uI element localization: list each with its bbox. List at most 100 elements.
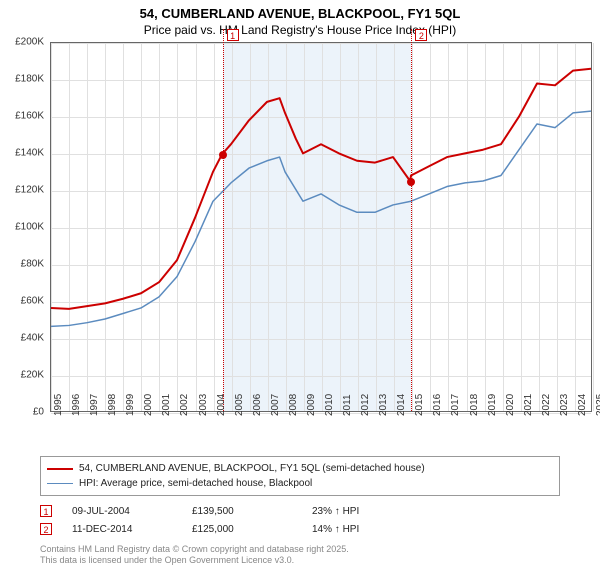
title-block: 54, CUMBERLAND AVENUE, BLACKPOOL, FY1 5Q… — [0, 0, 600, 39]
x-tick-label: 2017 — [450, 394, 461, 416]
y-tick-label: £60K — [21, 296, 44, 307]
gridline-v — [539, 43, 540, 411]
x-tick-label: 1999 — [125, 394, 136, 416]
gridline-h — [51, 117, 591, 118]
gridline-h — [51, 43, 591, 44]
gridline-v — [467, 43, 468, 411]
event-marker-dot — [407, 178, 415, 186]
chart-container: 54, CUMBERLAND AVENUE, BLACKPOOL, FY1 5Q… — [0, 0, 600, 560]
gridline-v — [503, 43, 504, 411]
gridline-v — [340, 43, 341, 411]
x-tick-label: 2025 — [595, 394, 600, 416]
y-tick-label: £120K — [15, 185, 44, 196]
x-tick-label: 2022 — [541, 394, 552, 416]
legend-label: 54, CUMBERLAND AVENUE, BLACKPOOL, FY1 5Q… — [79, 463, 425, 474]
event-row-badge: 1 — [40, 505, 52, 517]
y-tick-label: £140K — [15, 148, 44, 159]
y-tick-label: £80K — [21, 259, 44, 270]
x-tick-label: 2007 — [270, 394, 281, 416]
y-tick-label: £40K — [21, 333, 44, 344]
x-tick-label: 2014 — [396, 394, 407, 416]
x-tick-label: 2002 — [179, 394, 190, 416]
event-badge: 2 — [415, 29, 427, 41]
gridline-v — [448, 43, 449, 411]
legend-label: HPI: Average price, semi-detached house,… — [79, 478, 312, 489]
gridline-h — [51, 302, 591, 303]
event-date: 09-JUL-2004 — [72, 506, 192, 517]
x-axis: 1995199619971998199920002001200220032004… — [50, 412, 592, 434]
gridline-v — [105, 43, 106, 411]
x-tick-label: 2024 — [577, 394, 588, 416]
gridline-v — [87, 43, 88, 411]
event-row: 2 11-DEC-2014£125,00014% ↑ HPI — [40, 520, 560, 538]
x-tick-label: 2003 — [198, 394, 209, 416]
x-tick-label: 2006 — [252, 394, 263, 416]
footer: Contains HM Land Registry data © Crown c… — [40, 544, 560, 567]
legend-swatch — [47, 468, 73, 470]
x-tick-label: 2019 — [487, 394, 498, 416]
gridline-v — [430, 43, 431, 411]
event-date: 11-DEC-2014 — [72, 524, 192, 535]
x-tick-label: 1996 — [71, 394, 82, 416]
gridline-v — [557, 43, 558, 411]
gridline-v — [412, 43, 413, 411]
x-tick-label: 2009 — [306, 394, 317, 416]
chart-title: 54, CUMBERLAND AVENUE, BLACKPOOL, FY1 5Q… — [0, 6, 600, 21]
x-tick-label: 2011 — [342, 394, 353, 416]
gridline-v — [141, 43, 142, 411]
y-axis: £0£20K£40K£60K£80K£100K£120K£140K£160K£1… — [8, 42, 48, 412]
bottom-block: 54, CUMBERLAND AVENUE, BLACKPOOL, FY1 5Q… — [40, 456, 560, 567]
events-table: 109-JUL-2004£139,50023% ↑ HPI211-DEC-201… — [40, 502, 560, 538]
x-tick-label: 2004 — [216, 394, 227, 416]
event-price: £125,000 — [192, 524, 312, 535]
footer-line-2: This data is licensed under the Open Gov… — [40, 555, 560, 566]
gridline-v — [394, 43, 395, 411]
gridline-v — [51, 43, 52, 411]
y-tick-label: £100K — [15, 222, 44, 233]
x-tick-label: 2008 — [288, 394, 299, 416]
x-tick-label: 2023 — [559, 394, 570, 416]
x-tick-label: 2000 — [143, 394, 154, 416]
x-tick-label: 1995 — [53, 394, 64, 416]
gridline-v — [214, 43, 215, 411]
chart-subtitle: Price paid vs. HM Land Registry's House … — [0, 23, 600, 37]
legend-swatch — [47, 483, 73, 484]
gridline-h — [51, 154, 591, 155]
gridline-v — [69, 43, 70, 411]
x-tick-label: 2021 — [523, 394, 534, 416]
event-line — [411, 29, 412, 411]
event-price: £139,500 — [192, 506, 312, 517]
gridline-v — [177, 43, 178, 411]
gridline-v — [159, 43, 160, 411]
y-tick-label: £180K — [15, 74, 44, 85]
gridline-v — [575, 43, 576, 411]
event-line — [223, 29, 224, 411]
gridline-v — [232, 43, 233, 411]
x-tick-label: 1997 — [89, 394, 100, 416]
y-tick-label: £160K — [15, 111, 44, 122]
x-tick-label: 2005 — [234, 394, 245, 416]
gridline-h — [51, 339, 591, 340]
event-badge: 1 — [227, 29, 239, 41]
event-row-badge: 2 — [40, 523, 52, 535]
y-tick-label: £20K — [21, 370, 44, 381]
gridline-h — [51, 376, 591, 377]
x-tick-label: 1998 — [107, 394, 118, 416]
shaded-region — [223, 43, 412, 411]
legend-item: 54, CUMBERLAND AVENUE, BLACKPOOL, FY1 5Q… — [47, 461, 553, 476]
x-tick-label: 2015 — [414, 394, 425, 416]
x-tick-label: 2016 — [432, 394, 443, 416]
gridline-h — [51, 191, 591, 192]
legend: 54, CUMBERLAND AVENUE, BLACKPOOL, FY1 5Q… — [40, 456, 560, 496]
x-tick-label: 2018 — [469, 394, 480, 416]
x-tick-label: 2013 — [378, 394, 389, 416]
event-delta: 14% ↑ HPI — [312, 524, 432, 535]
gridline-h — [51, 80, 591, 81]
gridline-v — [376, 43, 377, 411]
gridline-h — [51, 228, 591, 229]
legend-item: HPI: Average price, semi-detached house,… — [47, 476, 553, 491]
gridline-v — [322, 43, 323, 411]
gridline-v — [286, 43, 287, 411]
x-tick-label: 2001 — [161, 394, 172, 416]
gridline-v — [358, 43, 359, 411]
